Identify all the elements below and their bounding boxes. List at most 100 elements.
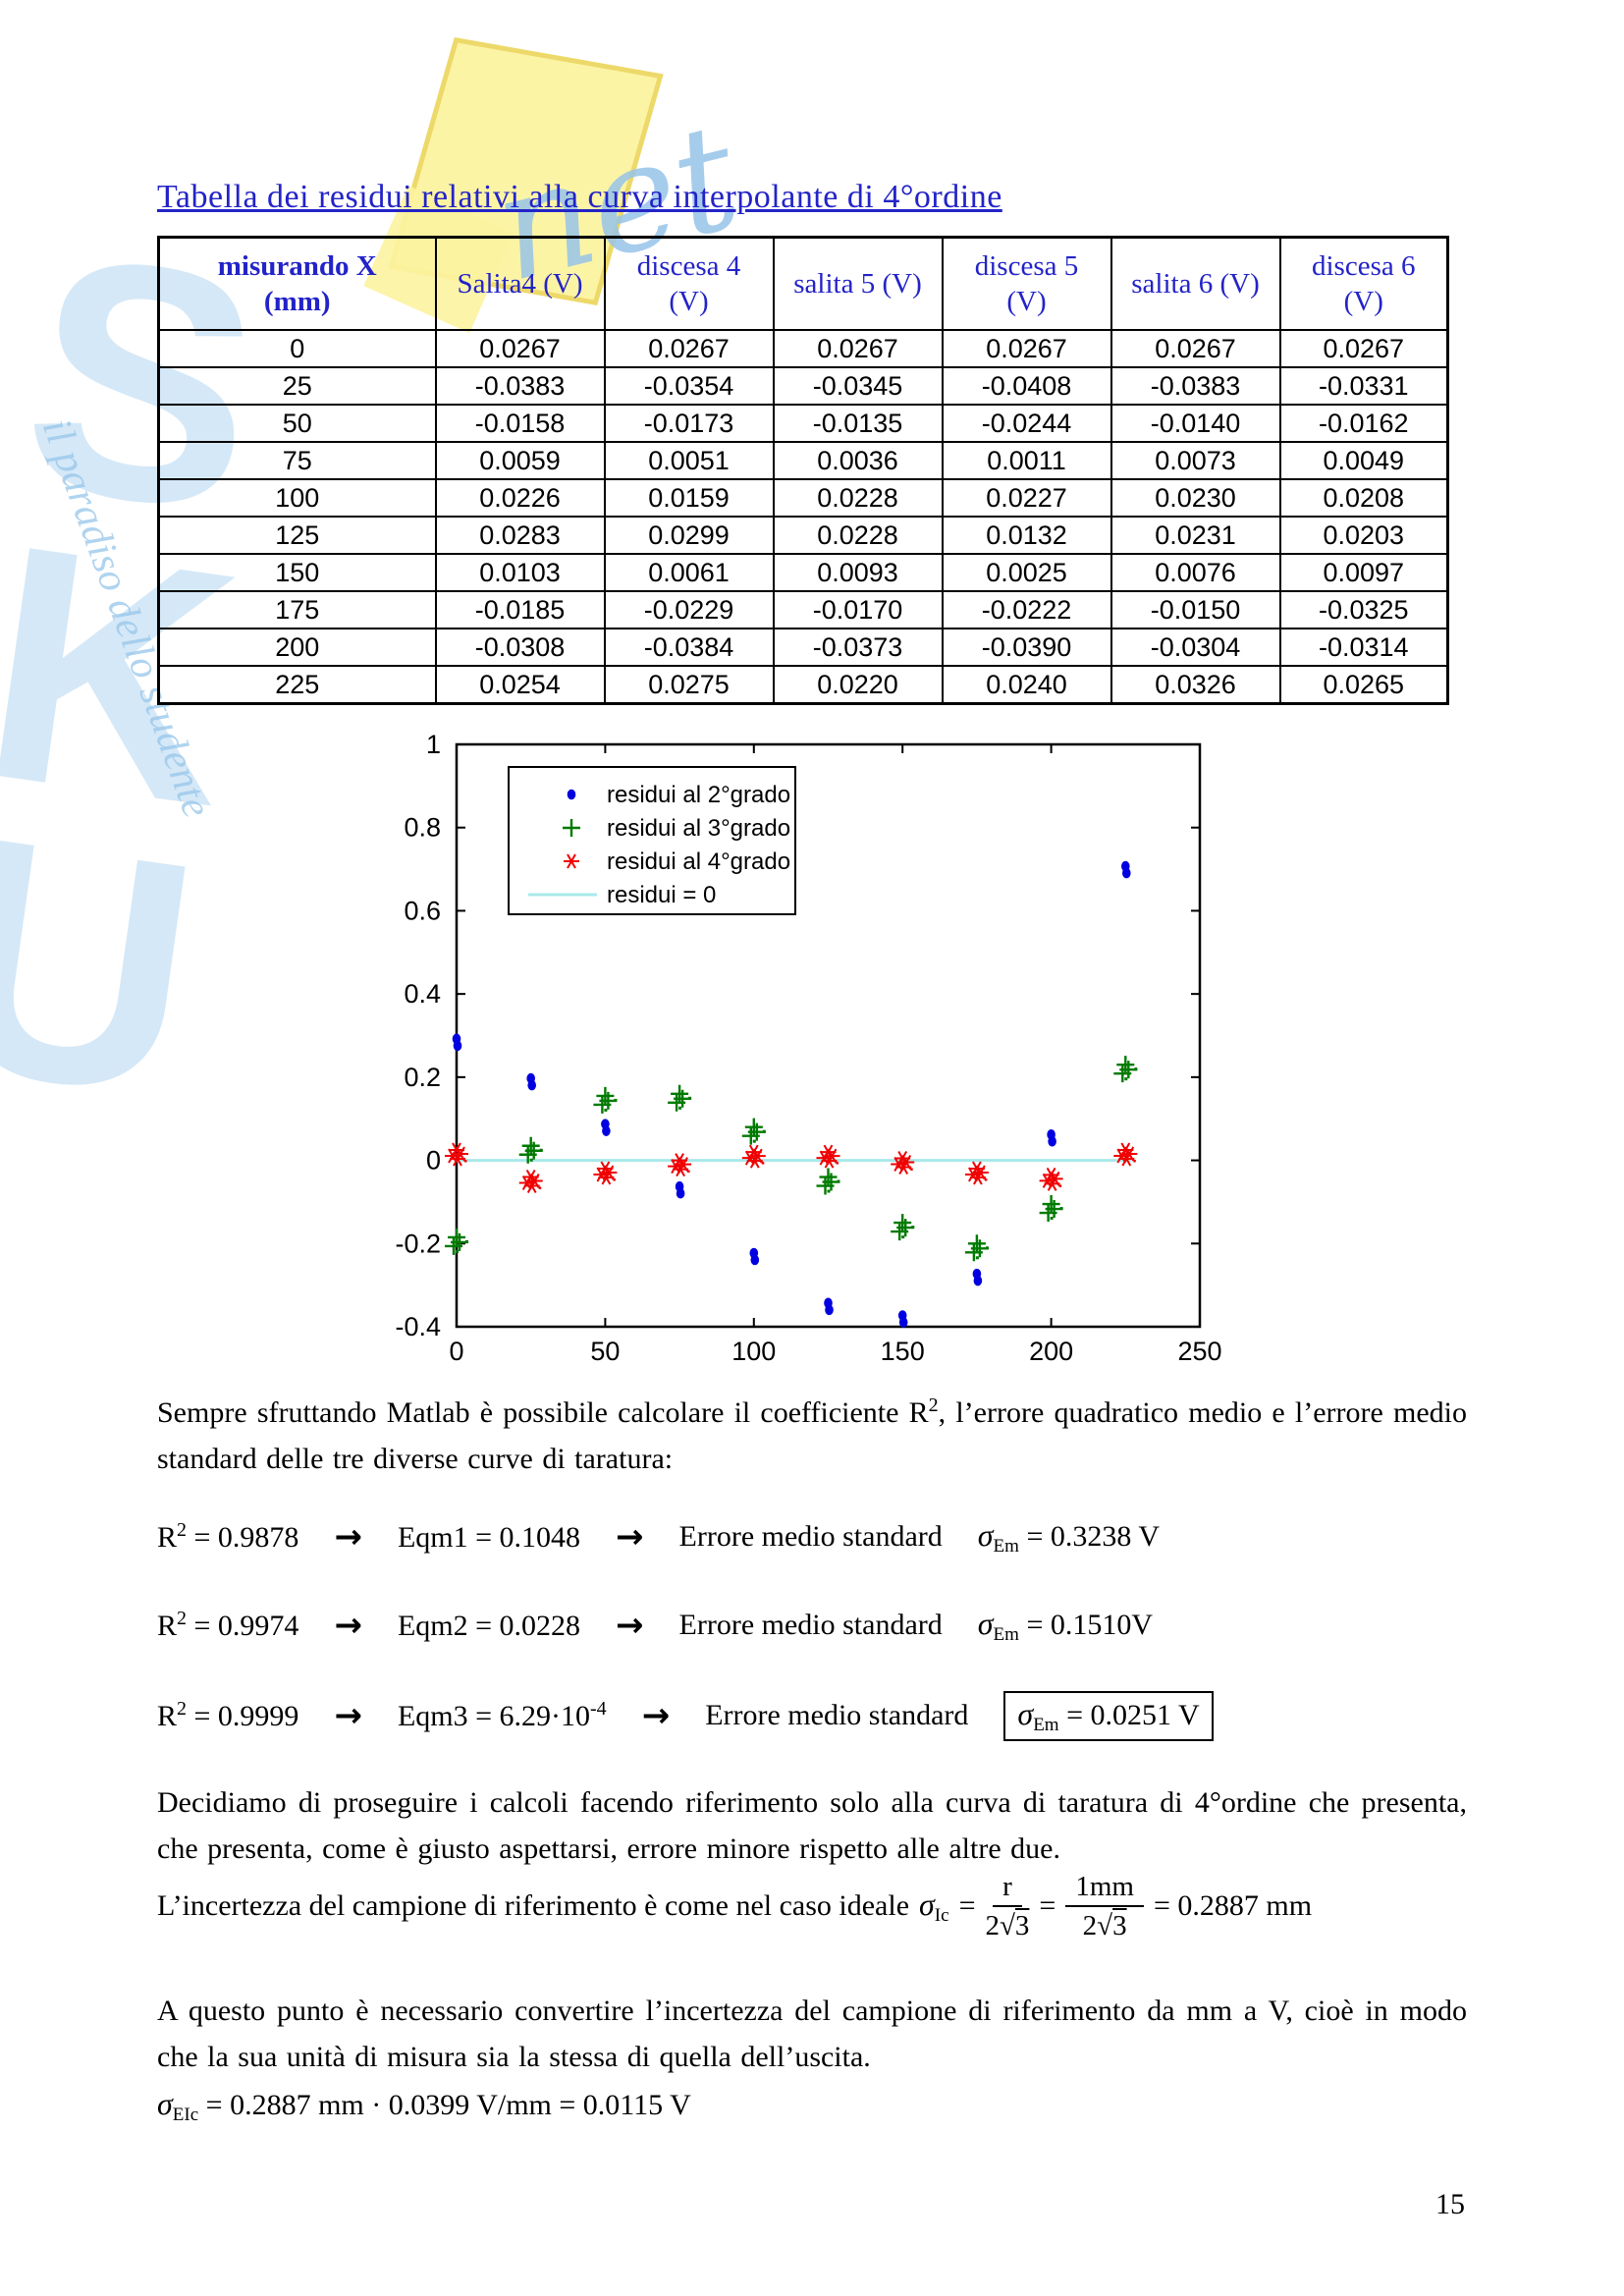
legend-label: residui al 4°grado (607, 848, 790, 875)
eqm-value: Eqm2 = 0.0228 (397, 1610, 581, 1642)
table-cell: -0.0325 (1278, 590, 1449, 629)
table-cell: -0.0185 (434, 590, 606, 629)
table-cell: 0.0059 (434, 441, 606, 480)
table-cell: -0.0170 (772, 590, 944, 629)
table-cell: 150 (157, 553, 437, 592)
table-row: 175 -0.0185 -0.0229 -0.0170 -0.0222 -0.0150 -0… (157, 590, 1449, 629)
table-cell: 0.0283 (434, 516, 606, 555)
table-header-row: misurando X (mm) Salita4 (V) discesa 4 (V) sa… (157, 236, 1449, 331)
table-cell: -0.0229 (603, 590, 775, 629)
residuals-chart: 0 50 100 150 200 250 1 0.8 0.6 0.4 0.2 0 -0.2 -0.4 res… (395, 730, 1221, 1366)
table-cell: 0.0011 (941, 441, 1112, 480)
table-cell: 50 (157, 404, 437, 443)
table-cell: 0 (157, 329, 437, 368)
errore-label: Errore medio standard (678, 1520, 943, 1553)
decision-paragraph: Decidiamo di proseguire i calcoli facend… (157, 1786, 1467, 1865)
table-cell: 0.0227 (941, 478, 1112, 518)
column-header: salita 6 (V) (1110, 236, 1281, 331)
table-cell: 0.0061 (603, 553, 775, 592)
table-cell: -0.0384 (603, 628, 775, 667)
conversion-paragraph: A questo punto è necessario convertire l… (157, 1995, 1467, 2073)
y-tick-label: 0.8 (404, 813, 441, 843)
table-cell: -0.0308 (434, 628, 606, 667)
table-cell: 0.0228 (772, 516, 944, 555)
table-row: 150 0.0103 0.0061 0.0093 0.0025 0.0076 0.0097 (157, 553, 1449, 592)
table-row: 200 -0.0308 -0.0384 -0.0373 -0.0390 -0.0304 -0… (157, 628, 1449, 667)
table-cell: -0.0158 (434, 404, 606, 443)
equals-sign: = (958, 1889, 976, 1922)
table-cell: -0.0222 (941, 590, 1112, 629)
table-cell: 0.0203 (1278, 516, 1449, 555)
y-tick-label: 0.2 (404, 1063, 441, 1092)
table-cell: 0.0267 (1110, 329, 1281, 368)
x-tick-label: 50 (590, 1337, 620, 1366)
table-cell: -0.0304 (1110, 628, 1281, 667)
series-residui-al-3-grado (445, 1056, 1138, 1262)
legend-label: residui al 3°grado (607, 815, 790, 842)
sigma-ic: σIc (919, 1886, 949, 1926)
page-number: 15 (1435, 2188, 1465, 2220)
table-cell: -0.0383 (1110, 366, 1281, 406)
table-cell: -0.0140 (1110, 404, 1281, 443)
column-header: discesa 4 (V) (603, 236, 775, 331)
table-cell: -0.0314 (1278, 628, 1449, 667)
sigma-conversion-value: = 0.2887 mm · 0.0399 V/mm = 0.0115 V (205, 2089, 691, 2121)
y-tick-label: -0.2 (395, 1229, 441, 1258)
table-cell: -0.0150 (1110, 590, 1281, 629)
result-row-1: R2 = 0.9878 → Eqm1 = 0.1048 → Errore med… (157, 1510, 1160, 1563)
table-cell: 0.0073 (1110, 441, 1281, 480)
table-cell: 0.0267 (434, 329, 606, 368)
table-row: 100 0.0226 0.0159 0.0228 0.0227 0.0230 0.0208 (157, 478, 1449, 518)
column-header: Salita4 (V) (434, 236, 606, 331)
table-cell: 100 (157, 478, 437, 518)
arrow-icon: → (334, 1606, 362, 1645)
table-row: 225 0.0254 0.0275 0.0220 0.0240 0.0326 0.0265 (157, 665, 1449, 705)
table-row: 50 -0.0158 -0.0173 -0.0135 -0.0244 -0.0140 -0.… (157, 404, 1449, 443)
x-tick-label: 200 (1029, 1337, 1073, 1366)
table-cell: 225 (157, 665, 437, 705)
eqm-value: Eqm1 = 0.1048 (397, 1521, 581, 1554)
table-cell: 0.0240 (941, 665, 1112, 705)
intro-text-rest: , l’errore quadratico medio e l’errore m… (157, 1396, 1468, 1475)
r-squared-sup: 2 (928, 1394, 939, 1416)
table-cell: 0.0051 (603, 441, 775, 480)
intro-paragraph: Sempre sfruttando Matlab è possibile cal… (157, 1383, 1467, 1482)
chart-area: 0 50 100 150 200 250 1 0.8 0.6 0.4 0.2 0 -0.2 -0.4 res… (295, 720, 1227, 1373)
table-cell: 0.0299 (603, 516, 775, 555)
fraction-r: r 2√3 (985, 1868, 1029, 1944)
table-cell: -0.0373 (772, 628, 944, 667)
errore-label: Errore medio standard (705, 1699, 969, 1731)
table-cell: 0.0132 (941, 516, 1112, 555)
arrow-icon: → (334, 1517, 362, 1557)
table-cell: -0.0383 (434, 366, 606, 406)
result-row-3: R2 = 0.9999 → Eqm3 = 6.29·10-4 → Errore … (157, 1689, 1214, 1742)
fraction-1mm: 1mm 2√3 (1065, 1868, 1144, 1944)
table-cell: 0.0049 (1278, 441, 1449, 480)
table-cell: -0.0390 (941, 628, 1112, 667)
table-row: 25 -0.0383 -0.0354 -0.0345 -0.0408 -0.0383 -0.… (157, 366, 1449, 406)
sigma-conversion-line: σEIc = 0.2887 mm · 0.0399 V/mm = 0.0115 … (157, 2086, 691, 2125)
table-cell: 0.0228 (772, 478, 944, 518)
column-header: discesa 6 (V) (1278, 236, 1449, 331)
table-cell: 0.0267 (603, 329, 775, 368)
table-cell: 0.0275 (603, 665, 775, 705)
table-cell: 0.0220 (772, 665, 944, 705)
result-row-2: R2 = 0.9974 → Eqm2 = 0.0228 → Errore med… (157, 1599, 1153, 1652)
table-cell: 0.0093 (772, 553, 944, 592)
table-cell: 0.0103 (434, 553, 606, 592)
table-cell: 0.0265 (1278, 665, 1449, 705)
table-cell: 0.0267 (941, 329, 1112, 368)
table-cell: 200 (157, 628, 437, 667)
table-cell: -0.0331 (1278, 366, 1449, 406)
column-header: misurando X (mm) (157, 236, 437, 331)
arrow-icon: → (616, 1517, 644, 1557)
table-cell: -0.0162 (1278, 404, 1449, 443)
r-squared-value: R2 = 0.9974 (157, 1608, 299, 1642)
table-cell: 0.0208 (1278, 478, 1449, 518)
table-row: 75 0.0059 0.0051 0.0036 0.0011 0.0073 0.0049 (157, 441, 1449, 480)
table-row: 0 0.0267 0.0267 0.0267 0.0267 0.0267 0.0267 (157, 329, 1449, 368)
table-cell: -0.0135 (772, 404, 944, 443)
residuals-table: misurando X (mm) Salita4 (V) discesa 4 (V) sa… (157, 236, 1449, 705)
table-cell: 0.0230 (1110, 478, 1281, 518)
table-cell: -0.0345 (772, 366, 944, 406)
